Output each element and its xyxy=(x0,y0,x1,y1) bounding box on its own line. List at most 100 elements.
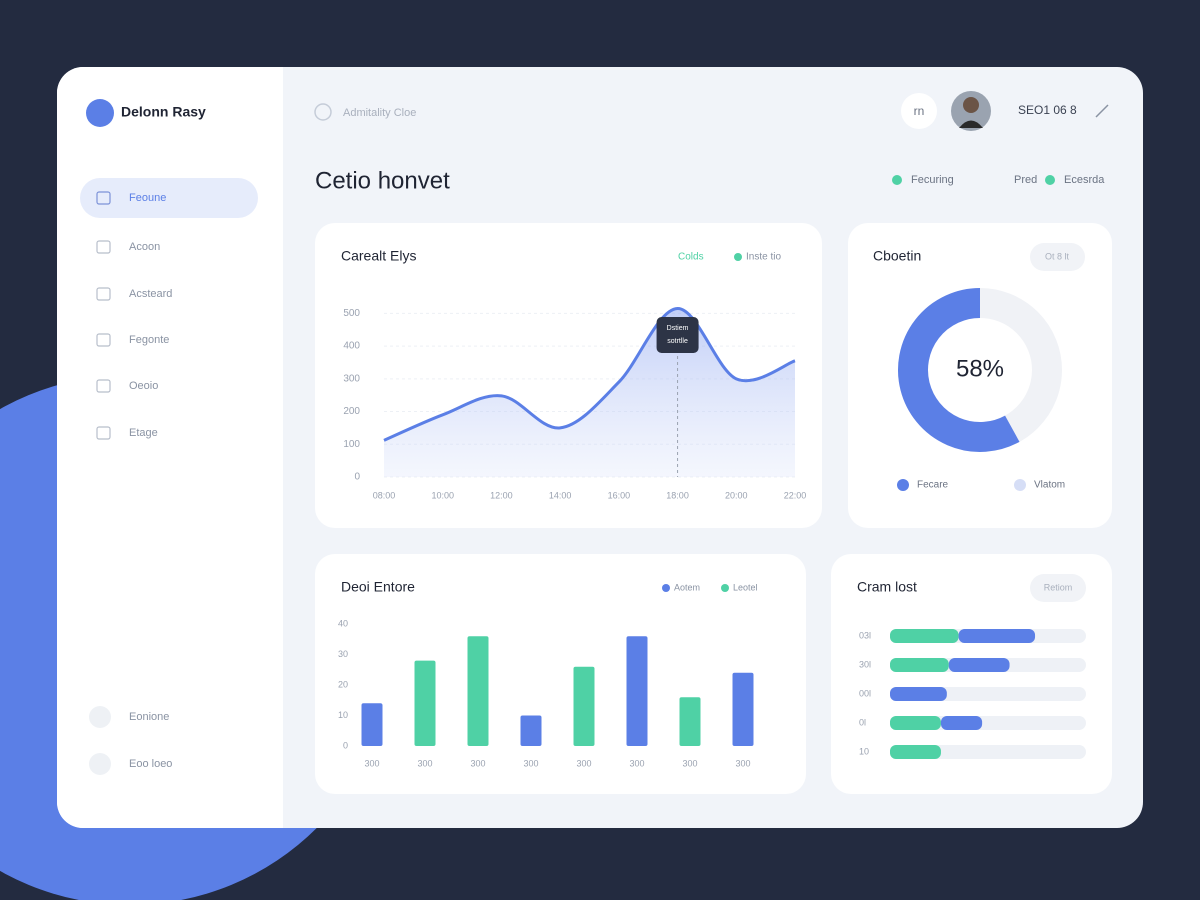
account: SEO1 06 8 xyxy=(1018,103,1077,117)
tooltip-text: Dstiem xyxy=(667,325,689,332)
button-label[interactable]: Ot 8 lt xyxy=(1045,251,1070,261)
bar-segment xyxy=(890,745,941,759)
legend-dot xyxy=(892,175,902,185)
legend-label: Colds xyxy=(678,252,704,263)
tooltip-text: sotrtlle xyxy=(667,338,688,345)
icon-label: rn xyxy=(914,104,925,118)
nav-item[interactable]: Etage xyxy=(129,427,158,439)
bar xyxy=(626,636,648,746)
x-tick-label: 08:00 xyxy=(373,490,396,500)
bar-segment xyxy=(890,629,959,643)
page-title: Cetio honvet xyxy=(315,167,450,194)
card-title: Cram lost xyxy=(857,579,917,595)
y-tick-label: 0 xyxy=(343,740,348,750)
legend-label: Leotel xyxy=(733,582,758,592)
x-tick-label: 12:00 xyxy=(490,490,513,500)
legend-label: Inste tio xyxy=(746,252,781,263)
y-tick-label: 300 xyxy=(343,373,360,384)
legend-dot xyxy=(1045,175,1055,185)
y-tick-label: 0 xyxy=(354,472,360,483)
card-title: Carealt Elys xyxy=(341,248,416,264)
x-tick-label: 10:00 xyxy=(431,490,454,500)
legend-dot xyxy=(662,584,670,592)
legend-dot xyxy=(1014,479,1026,491)
x-tick-label: 300 xyxy=(523,758,538,768)
bar-segment xyxy=(890,658,949,672)
y-tick-label: 40 xyxy=(338,618,348,628)
legend-label: Ecesrda xyxy=(1064,174,1105,186)
nav-icon xyxy=(96,333,111,347)
brand: Delonn Rasy xyxy=(121,104,206,120)
legend-dot xyxy=(721,584,729,592)
nav-icon xyxy=(96,287,111,301)
donut-segment xyxy=(898,288,1020,452)
nav-icon xyxy=(96,379,111,393)
nav-item[interactable]: Acsteard xyxy=(129,288,172,300)
nav-item[interactable]: Oeoio xyxy=(129,380,158,392)
x-tick-label: 20:00 xyxy=(725,490,748,500)
nav-item[interactable]: Acoon xyxy=(129,241,160,253)
row-label: 0l xyxy=(859,717,866,727)
card xyxy=(848,223,1112,528)
nav-item[interactable]: Eonione xyxy=(129,711,169,723)
bar-segment xyxy=(948,658,1010,672)
legend-label: Fecuring xyxy=(911,174,954,186)
nav-icon xyxy=(96,240,111,254)
nav-icon xyxy=(89,753,111,775)
y-tick-label: 10 xyxy=(338,710,348,720)
edit-icon[interactable] xyxy=(1095,104,1109,118)
y-tick-label: 100 xyxy=(343,439,360,450)
bar-segment xyxy=(890,716,941,730)
x-tick-label: 300 xyxy=(576,758,591,768)
row-label: 10 xyxy=(859,746,869,756)
row-label: 30l xyxy=(859,659,871,669)
line xyxy=(383,306,796,442)
tooltip xyxy=(656,317,699,353)
donut-value: 58% xyxy=(956,355,1004,382)
bar-segment xyxy=(958,629,1036,643)
legend-dot xyxy=(897,479,909,491)
y-tick-label: 30 xyxy=(338,649,348,659)
x-tick-label: 300 xyxy=(364,758,379,768)
legend-label: Fecare xyxy=(917,480,949,491)
nav-icon xyxy=(96,426,111,440)
button-label[interactable]: Retiom xyxy=(1044,582,1073,592)
card-title: Deoi Entore xyxy=(341,579,415,595)
avatar-body xyxy=(959,120,983,128)
bar-segment xyxy=(940,716,983,730)
nav-item[interactable]: Fegonte xyxy=(129,334,169,346)
card-button[interactable] xyxy=(1030,574,1086,602)
x-tick-label: 14:00 xyxy=(549,490,572,500)
search-placeholder: Admitality Cloe xyxy=(343,107,416,119)
x-tick-label: 16:00 xyxy=(608,490,631,500)
nav-active[interactable] xyxy=(80,178,258,218)
nav-icon xyxy=(96,191,111,205)
card xyxy=(831,554,1112,794)
legend-label: Vlatom xyxy=(1034,480,1065,491)
bar xyxy=(361,703,383,746)
x-tick-label: 300 xyxy=(682,758,697,768)
icon-button[interactable] xyxy=(901,93,937,129)
row-label: 00l xyxy=(859,688,871,698)
bar-segment xyxy=(890,687,947,701)
x-tick-label: 300 xyxy=(629,758,644,768)
y-tick-label: 400 xyxy=(343,341,360,352)
avatar-face xyxy=(963,97,979,113)
sidebar xyxy=(57,67,283,828)
search-icon xyxy=(314,103,332,121)
bar xyxy=(467,636,489,746)
bar xyxy=(573,666,595,746)
nav-item[interactable]: Eoo loeo xyxy=(129,758,172,770)
y-tick-label: 200 xyxy=(343,406,360,417)
x-tick-label: 300 xyxy=(470,758,485,768)
legend-label: Aotem xyxy=(674,582,700,592)
y-tick-label: 500 xyxy=(343,308,360,319)
x-tick-label: 22:00 xyxy=(784,490,807,500)
bar xyxy=(520,715,542,746)
x-tick-label: 300 xyxy=(735,758,750,768)
bar xyxy=(679,697,701,746)
card-button[interactable] xyxy=(1030,243,1085,271)
legend-dot xyxy=(734,253,742,261)
nav-item[interactable]: Feoune xyxy=(129,192,166,204)
